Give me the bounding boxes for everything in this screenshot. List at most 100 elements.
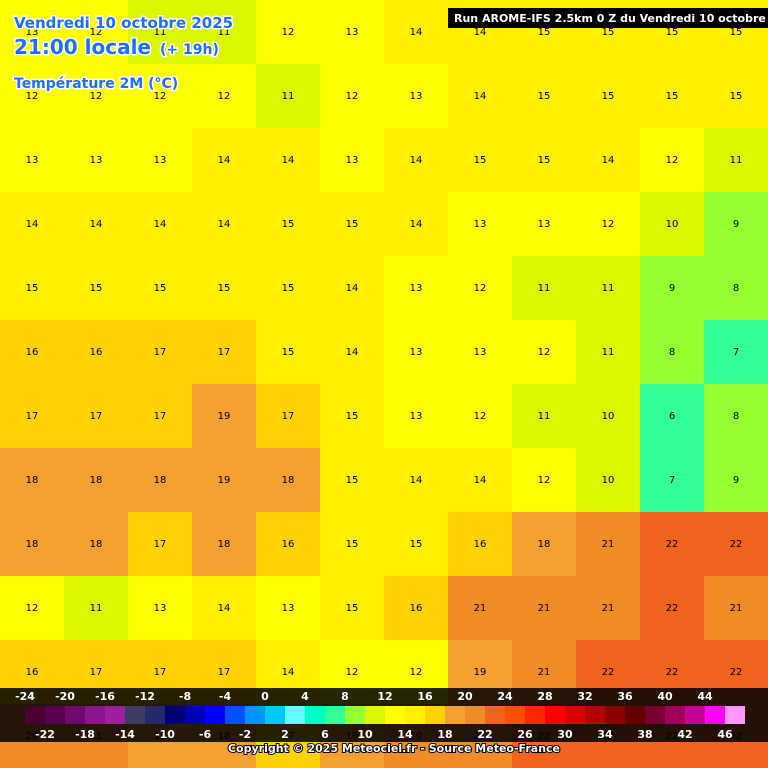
- temperature-cell: [128, 64, 193, 129]
- temperature-cell: [512, 320, 577, 385]
- temperature-cell: [256, 0, 321, 65]
- temperature-cell: [0, 384, 65, 449]
- temperature-cell: [0, 0, 65, 65]
- legend-top-label: -12: [135, 690, 155, 703]
- temperature-cell: [192, 128, 257, 193]
- temperature-value: 16: [90, 347, 103, 358]
- temperature-value: 14: [346, 283, 359, 294]
- temperature-value: 12: [474, 283, 487, 294]
- temperature-cell: [256, 64, 321, 129]
- temperature-cell: [256, 128, 321, 193]
- temperature-value: 13: [410, 347, 423, 358]
- temperature-value: 15: [666, 91, 679, 102]
- temperature-cell: [640, 320, 705, 385]
- temperature-value: 14: [410, 219, 423, 230]
- temperature-value: 15: [346, 539, 359, 550]
- legend-bottom-label: -6: [199, 728, 212, 741]
- temperature-cell: [0, 64, 65, 129]
- temperature-cell: [640, 192, 705, 257]
- temperature-value: 14: [474, 91, 487, 102]
- temperature-value: 11: [538, 283, 551, 294]
- temperature-value: 21: [538, 603, 551, 614]
- legend-bottom-label: 38: [637, 728, 652, 741]
- temperature-value: 15: [346, 411, 359, 422]
- temperature-value: 15: [666, 27, 679, 38]
- temperature-value: 15: [218, 283, 231, 294]
- legend-swatch: [365, 706, 385, 724]
- temperature-cell: [320, 576, 385, 641]
- temperature-value: 14: [90, 219, 103, 230]
- temperature-value: 9: [669, 283, 675, 294]
- legend-bottom-label: 2: [281, 728, 289, 741]
- temperature-value: 13: [410, 283, 423, 294]
- temperature-cell: [448, 64, 513, 129]
- temperature-cell: [0, 512, 65, 577]
- temperature-cell: [192, 576, 257, 641]
- legend-bottom-label: 14: [397, 728, 413, 741]
- temperature-cell: [448, 576, 513, 641]
- temperature-cell: [64, 576, 129, 641]
- temperature-value: 21: [602, 539, 615, 550]
- temperature-value: 18: [26, 475, 39, 486]
- temperature-cell: [384, 448, 449, 513]
- temperature-value: 13: [346, 27, 359, 38]
- legend-top-label: 8: [341, 690, 349, 703]
- run-label: Run AROME-IFS 2.5km 0 Z du Vendredi 10 o…: [454, 12, 768, 25]
- legend-top-label: 36: [617, 690, 633, 703]
- legend-top-label: 40: [657, 690, 673, 703]
- temperature-value: 17: [218, 667, 231, 678]
- temperature-value: 15: [538, 155, 551, 166]
- temperature-cell: [384, 512, 449, 577]
- temperature-value: 15: [346, 603, 359, 614]
- temperature-value: 22: [666, 539, 679, 550]
- temperature-value: 15: [730, 91, 743, 102]
- legend-swatch: [305, 706, 325, 724]
- temperature-cell: [576, 576, 641, 641]
- temperature-value: 14: [410, 475, 423, 486]
- temperature-value: 13: [154, 155, 167, 166]
- legend-swatch: [45, 706, 65, 724]
- temperature-cell: [192, 384, 257, 449]
- temperature-cell: [576, 320, 641, 385]
- temperature-cell: [64, 128, 129, 193]
- date-label: Vendredi 10 octobre 2025: [14, 14, 233, 32]
- temperature-value: 12: [346, 91, 359, 102]
- temperature-value: 15: [346, 475, 359, 486]
- temperature-value: 21: [474, 603, 487, 614]
- legend-swatch: [445, 706, 465, 724]
- temperature-cell: [128, 320, 193, 385]
- temperature-value: 12: [26, 91, 39, 102]
- temperature-value: 6: [669, 411, 675, 422]
- time-label: 21:00 locale: [14, 35, 151, 59]
- temperature-value: 12: [90, 91, 103, 102]
- temperature-value: 15: [282, 283, 295, 294]
- temperature-value: 15: [410, 539, 423, 550]
- legend-swatch: [605, 706, 625, 724]
- temperature-cell: [512, 512, 577, 577]
- temperature-cell: [256, 320, 321, 385]
- temperature-value: 10: [602, 475, 615, 486]
- temperature-value: 12: [602, 219, 615, 230]
- temperature-cell: [448, 512, 513, 577]
- legend-swatch: [225, 706, 245, 724]
- temperature-value: 12: [218, 91, 231, 102]
- temperature-value: 12: [538, 475, 551, 486]
- temperature-value: 15: [282, 347, 295, 358]
- legend-swatch: [665, 706, 685, 724]
- temperature-value: 17: [154, 539, 167, 550]
- temperature-cell: [448, 128, 513, 193]
- temperature-cell: [128, 192, 193, 257]
- temperature-value: 18: [154, 475, 167, 486]
- legend-swatch: [705, 706, 725, 724]
- legend-swatch: [465, 706, 485, 724]
- legend-top-label: 24: [497, 690, 513, 703]
- temperature-value: 12: [410, 667, 423, 678]
- temperature-cell: [640, 512, 705, 577]
- legend-swatch: [625, 706, 645, 724]
- legend-top-label: 44: [697, 690, 713, 703]
- temperature-cell: [192, 320, 257, 385]
- temperature-value: 15: [26, 283, 39, 294]
- temperature-value: 13: [346, 155, 359, 166]
- temperature-cell: [704, 384, 768, 449]
